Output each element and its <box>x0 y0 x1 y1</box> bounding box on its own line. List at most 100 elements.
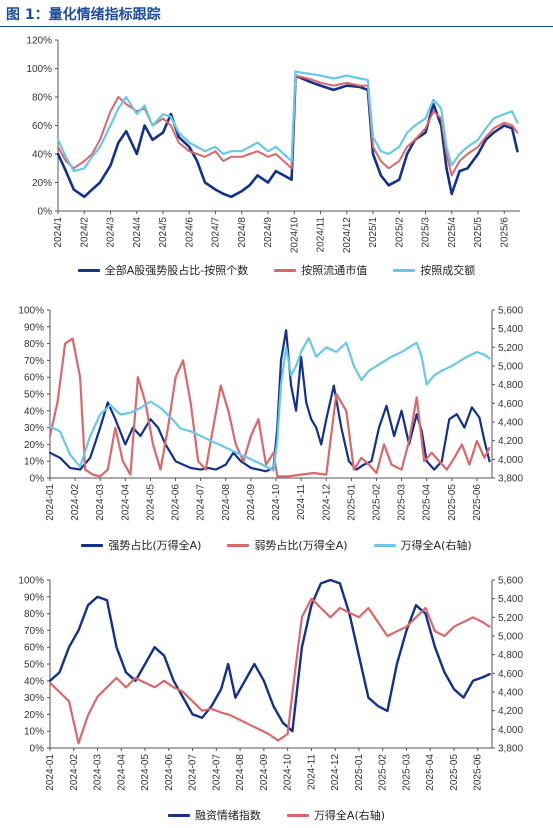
y-tick-label-left: 40% <box>24 676 44 687</box>
x-tick-label: 2024/12 <box>342 217 353 254</box>
x-tick-label: 2025/1 <box>368 217 379 248</box>
y-tick-label-left: 100% <box>18 306 44 317</box>
y-tick-label-left: 80% <box>24 339 44 350</box>
y-tick-label-left: 0% <box>38 207 53 218</box>
x-tick-label: 2024-03 <box>95 484 106 521</box>
y-tick-label-right: 5,400 <box>498 594 523 605</box>
y-tick-label-left: 10% <box>24 727 44 738</box>
x-tick-label: 2024-05 <box>140 754 151 791</box>
legend-item: 弱势占比(万得全A) <box>227 537 348 553</box>
x-tick-label: 2024-06 <box>164 754 175 791</box>
y-tick-label-right: 4,600 <box>498 669 523 680</box>
y-tick-label-right: 4,800 <box>498 650 523 661</box>
y-tick-label-left: 30% <box>24 693 44 704</box>
legend-label: 全部A股强势股占比-按照个数 <box>104 264 249 277</box>
x-tick-label: 2024-11 <box>306 754 317 790</box>
x-tick-label: 2024/2 <box>79 217 90 248</box>
x-tick-label: 2024/3 <box>106 217 117 248</box>
chart-strong-weak: 0% 10% 20% 30% 40% 50% 60% 70% 80% 90% 100% 3,800 4,… <box>18 306 523 521</box>
y-tick-label-right: 3,800 <box>498 744 523 755</box>
legend-swatch <box>373 543 396 547</box>
y-tick-label-left: 60% <box>24 643 44 654</box>
y-tick-label-left: 90% <box>24 322 44 333</box>
y-tick-label-left: 80% <box>24 609 44 620</box>
x-tick-label: 2024-10 <box>283 754 294 791</box>
y-tick-label-left: 0% <box>30 474 45 485</box>
y-tick-label-left: 40% <box>32 150 52 161</box>
series-line <box>56 74 519 199</box>
y-tick-label-left: 60% <box>32 121 52 132</box>
y-tick-label-right: 5,600 <box>498 306 523 317</box>
legend-label: 融资情绪指数 <box>194 809 261 822</box>
x-tick-label: 2025/3 <box>421 217 432 248</box>
x-tick-label: 2025-04 <box>422 484 433 521</box>
y-tick-label-right: 4,000 <box>498 455 523 466</box>
chart-1-legend: 全部A股强势股占比-按照个数 按照流通市值 按照成交额 <box>0 262 553 278</box>
x-tick-label: 2024-07 <box>196 484 207 521</box>
y-tick-label-left: 20% <box>24 440 44 451</box>
x-tick-label: 2024/10 <box>289 217 300 254</box>
x-tick-label: 2025/2 <box>394 217 405 248</box>
series-line <box>48 597 491 745</box>
y-tick-label-left: 120% <box>26 36 52 47</box>
legend-item: 融资情绪指数 <box>167 807 261 823</box>
chart-2-legend: 强势占比(万得全A) 弱势占比(万得全A) 万得全A(右轴) <box>0 537 553 553</box>
legend-label: 万得全A(右轴) <box>400 539 472 552</box>
y-tick-label-right: 4,400 <box>498 418 523 429</box>
y-tick-label-left: 50% <box>24 660 44 671</box>
y-tick-label-left: 10% <box>24 457 44 468</box>
y-tick-label-right: 4,800 <box>498 380 523 391</box>
x-tick-label: 2024/6 <box>184 217 195 248</box>
x-tick-label: 2024-11 <box>296 484 307 520</box>
x-tick-label: 2024-06 <box>171 484 182 521</box>
y-tick-label-right: 4,400 <box>498 688 523 699</box>
x-tick-label: 2024-12 <box>330 754 341 791</box>
y-tick-label-left: 70% <box>24 356 44 367</box>
x-tick-label: 2024-07 <box>211 754 222 791</box>
y-tick-label-right: 3,800 <box>498 474 523 485</box>
legend-label: 万得全A(右轴) <box>313 809 386 822</box>
y-tick-label-left: 0% <box>30 744 45 755</box>
series-line <box>57 74 519 177</box>
x-tick-label: 2024-05 <box>145 484 156 521</box>
x-tick-label: 2025-06 <box>472 484 483 521</box>
y-tick-label-right: 5,400 <box>498 324 523 335</box>
x-tick-label: 2024/5 <box>158 217 169 248</box>
legend-swatch <box>393 268 416 272</box>
x-tick-label: 2025-04 <box>425 754 436 791</box>
y-tick-label-left: 20% <box>24 710 44 721</box>
series-line <box>48 578 491 733</box>
x-tick-label: 2024-02 <box>69 754 80 791</box>
legend-item: 全部A股强势股占比-按照个数 <box>77 262 249 278</box>
chart-3-legend: 融资情绪指数 万得全A(右轴) <box>0 807 553 823</box>
x-tick-label: 2024-08 <box>221 484 232 521</box>
y-tick-label-right: 5,000 <box>498 362 523 373</box>
x-tick-label: 2025/5 <box>473 217 484 248</box>
series-line <box>48 337 491 478</box>
y-tick-label-left: 20% <box>32 178 52 189</box>
x-tick-label: 2024-09 <box>259 754 270 791</box>
legend-swatch <box>77 268 100 272</box>
x-tick-label: 2025-05 <box>449 754 460 791</box>
legend-swatch <box>274 268 297 272</box>
x-tick-label: 2025-01 <box>354 754 365 791</box>
y-tick-label-left: 100% <box>18 576 44 587</box>
legend-item: 按照成交额 <box>393 262 475 278</box>
y-tick-label-left: 90% <box>24 592 44 603</box>
y-tick-label-right: 5,200 <box>498 613 523 624</box>
x-tick-label: 2024-01 <box>45 484 56 521</box>
x-tick-label: 2024-12 <box>321 484 332 521</box>
x-tick-label: 2024-04 <box>116 754 127 791</box>
legend-item: 万得全A(右轴) <box>286 807 386 823</box>
legend-swatch <box>227 543 250 547</box>
y-tick-label-right: 5,200 <box>498 343 523 354</box>
x-tick-label: 2024/1 <box>53 217 64 248</box>
legend-swatch <box>167 813 190 817</box>
chart-sentiment-ratio: 0% 20% 40% 60% 80% 100% 120% 2024/1 2024/2 2024/3… <box>26 36 520 254</box>
x-tick-label: 2024-08 <box>235 754 246 791</box>
y-tick-label-right: 4,200 <box>498 706 523 717</box>
y-tick-label-right: 4,600 <box>498 399 523 410</box>
title-divider <box>0 26 553 27</box>
y-tick-label-left: 80% <box>32 93 52 104</box>
x-tick-label: 2025-03 <box>397 484 408 521</box>
